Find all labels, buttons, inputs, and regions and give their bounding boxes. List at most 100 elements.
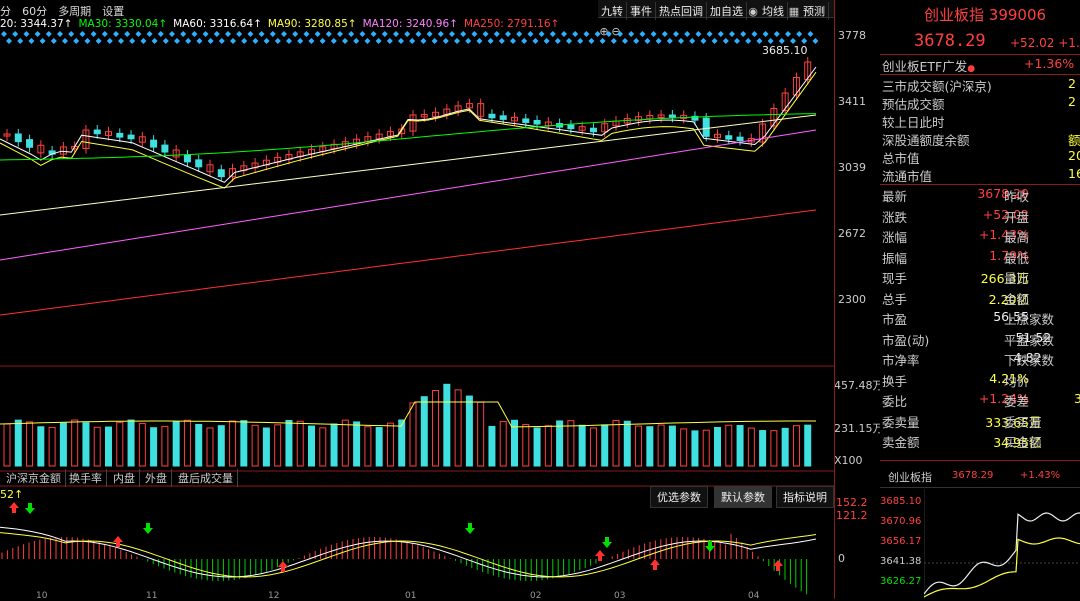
stat-value: 51.52 [1015, 329, 1052, 345]
tab-inner[interactable]: 内盘 [109, 469, 140, 487]
volume-bar [48, 427, 56, 467]
candle-body [736, 136, 744, 142]
stat-row: 换手 4.21% 均价 [882, 371, 1029, 391]
hotspot-button[interactable]: 热点回调 [656, 2, 707, 20]
stat-row: 市盈(动) 51.52 平盘家数 [882, 330, 1054, 350]
info-label: 较上日此时 [882, 115, 945, 130]
mini-chart-name: 创业板指 [888, 471, 932, 484]
volume-bar [747, 427, 755, 467]
stat-label: 市盈 [882, 312, 908, 327]
event-diamond [241, 38, 248, 44]
event-diamond [549, 31, 556, 37]
event-diamond [17, 38, 24, 44]
event-diamond [348, 31, 355, 37]
event-diamond [566, 38, 572, 44]
eye-icon[interactable]: ◉ [748, 5, 758, 18]
add-watchlist-button[interactable]: 加自选 [707, 2, 747, 20]
ma-line-30 [0, 113, 817, 161]
event-diamond [6, 38, 12, 44]
volume-bar [105, 426, 112, 467]
default-params-button[interactable]: 默认参数 [714, 486, 772, 508]
minus-icon[interactable]: ⊖ [611, 25, 621, 38]
event-diamond [505, 31, 511, 37]
event-diamond [218, 38, 225, 44]
event-diamond [50, 38, 57, 44]
event-diamond [561, 31, 567, 37]
ma-button[interactable]: 均线 [759, 2, 788, 20]
event-diamond [476, 38, 483, 44]
event-diamond [113, 31, 119, 37]
kline-chart[interactable] [0, 30, 834, 599]
settings-button[interactable]: 设置 [102, 5, 125, 18]
volume-bar [195, 423, 203, 467]
candle-body [172, 149, 180, 158]
event-diamond [386, 38, 393, 44]
quote-panel: 创业板指 399006 3678.29 +52.02 +1.43 创业板ETF广… [880, 0, 1080, 599]
event-diamond [745, 38, 752, 44]
volume-bar [567, 420, 575, 467]
multi-period-button[interactable]: 多周期 [58, 5, 92, 18]
jiuzhuan-button[interactable]: 九转 [598, 2, 627, 20]
event-diamond [174, 38, 180, 44]
event-diamond [330, 38, 337, 44]
event-diamond [510, 38, 516, 44]
candle-body [533, 119, 541, 125]
period-minute[interactable]: 分 [0, 5, 11, 18]
tab-amount[interactable]: 沪深京金额 [2, 469, 66, 487]
stat-row: 振幅 1.79% 最低 [882, 248, 1029, 268]
buy-arrow-icon [773, 560, 783, 571]
candle-body [409, 114, 417, 132]
event-diamond [711, 38, 718, 44]
event-diamond [482, 31, 489, 37]
volume-bar [375, 427, 383, 467]
tab-outer[interactable]: 外盘 [141, 469, 172, 487]
event-diamond [258, 31, 265, 37]
date-label: 02 [530, 591, 542, 601]
indicator-line-dea [0, 532, 817, 578]
volume-bar [601, 424, 609, 467]
tab-turnover[interactable]: 换手率 [65, 469, 107, 487]
candle-body [37, 144, 45, 154]
volume-bar [26, 421, 34, 467]
event-diamond [785, 31, 791, 37]
predict-button[interactable]: 预测 [800, 2, 829, 20]
candle-body [804, 61, 812, 80]
stat-label-2: 量比 [1004, 271, 1030, 286]
info-value: 16 [1068, 166, 1080, 181]
stat-value: 3678.29 [977, 186, 1030, 201]
candle-body [375, 133, 383, 140]
event-diamond [454, 38, 460, 44]
event-button[interactable]: 事件 [627, 2, 656, 20]
ma-line-120 [0, 129, 817, 261]
stat-label-2: 均价 [1004, 373, 1030, 389]
candle-body [195, 159, 203, 168]
volume-bar [37, 426, 45, 467]
ma-legend-item: MA30: 3330.04↑ [78, 18, 168, 30]
ma-line-mid [0, 71, 817, 189]
volume-bar [443, 383, 451, 467]
tab-after-hours[interactable]: 盘后成交量 [174, 469, 238, 487]
event-diamond [599, 38, 606, 44]
index-change: +52.02 +1.43 [1010, 36, 1080, 50]
volume-bar [635, 425, 643, 467]
volume-axis-label: 231.15万 [834, 422, 884, 435]
volume-bar [127, 419, 135, 467]
preferred-params-button[interactable]: 优选参数 [650, 486, 708, 508]
indicator-value-label: 52↑ [0, 488, 24, 501]
volume-bar [364, 426, 372, 467]
info-row: 流通市值 16 [882, 166, 1080, 186]
volume-bar [623, 420, 631, 467]
indicator-axis-label: 152.2 [836, 496, 868, 509]
indicator-help-button[interactable]: 指标说明 [776, 486, 834, 508]
plus-icon[interactable]: ⊕ [599, 25, 609, 38]
volume-bar [59, 422, 67, 467]
candle-body [635, 116, 643, 122]
stat-value: 4.21% [989, 370, 1030, 386]
chart-icon[interactable]: ▦ [788, 5, 800, 18]
event-diamond [57, 31, 63, 37]
event-diamond [678, 38, 684, 44]
ma-legend-item: MA250: 2791.16↑ [463, 18, 560, 30]
etf-row[interactable]: 创业板ETF广发● +1.36% [882, 56, 1075, 74]
period-60min[interactable]: 60分 [22, 5, 48, 18]
mini-chart[interactable]: 创业板指 3678.29 +1.43% 3685.10 3670.96 3656… [880, 463, 1080, 599]
